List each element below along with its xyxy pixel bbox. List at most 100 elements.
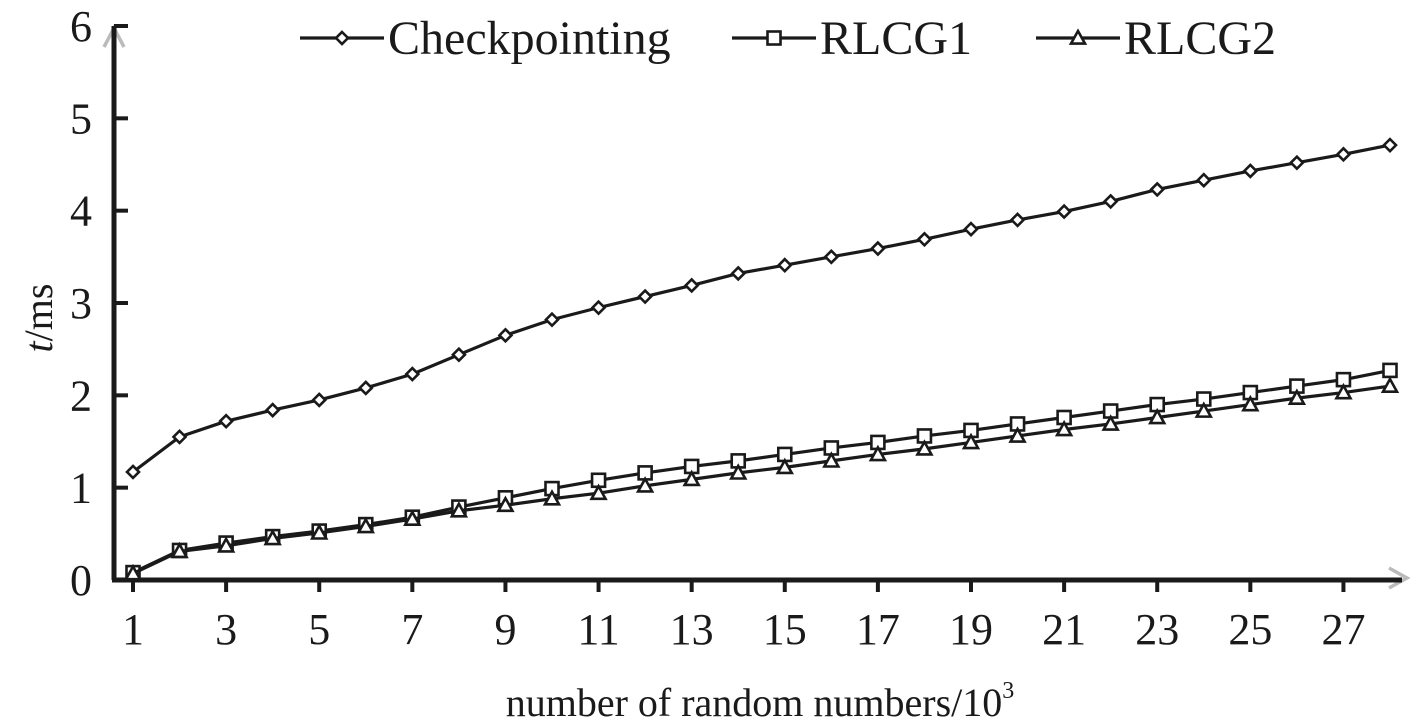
data-point [776,257,793,273]
data-point [1382,362,1398,379]
data-point [682,469,701,487]
data-point [822,451,841,468]
data-point [916,231,933,248]
legend-item-rlcg2: RLCG2 [1036,12,1276,65]
data-point [823,248,840,265]
data-point [1102,193,1119,210]
x-axis-label-text: number of random numbers/10 [506,680,1003,725]
data-point [1241,394,1260,412]
y-tick-label: 4 [70,187,92,236]
x-tick-label: 25 [1228,605,1272,654]
y-tick-label: 3 [70,279,92,328]
data-point [1335,146,1352,163]
data-point [635,476,655,493]
y-tick-label: 5 [70,94,92,143]
x-ticks: 1 3 5 7 9 11 13 15 17 19 21 23 25 27 [122,580,1365,654]
data-point [589,483,608,501]
data-point [730,265,747,282]
x-axis-arrow [1388,566,1411,590]
data-point [218,413,234,430]
data-point [1054,419,1074,437]
data-point [1056,203,1072,220]
data-point [590,299,607,316]
data-point [1382,137,1398,153]
data-point [216,536,236,553]
data-point [729,463,748,480]
axes [102,24,1411,590]
data-point [775,457,794,475]
data-point [868,444,888,462]
data-point [310,523,329,540]
data-point [1334,382,1353,400]
data-point [125,464,141,480]
y-tick-label: 1 [70,464,92,513]
x-tick-label: 5 [308,605,330,654]
series-line [132,384,1391,575]
data-point [1242,163,1259,179]
series-line [132,368,1391,575]
data-point [357,380,374,396]
data-point [961,432,981,450]
data-point [1287,388,1307,406]
y-tick-label: 6 [70,2,92,51]
data-point [403,509,422,526]
data-point [311,392,328,408]
x-tick-label: 1 [122,605,144,654]
x-axis-label-sup: 3 [1002,678,1014,704]
x-tick-label: 7 [401,605,423,654]
data-point [870,240,886,257]
x-tick-label: 3 [215,605,237,654]
x-tick-label: 23 [1135,605,1179,654]
series-layer [123,137,1400,581]
x-tick-label: 21 [1042,605,1086,654]
legend-item-checkpointing: Checkpointing [300,12,671,65]
x-tick-label: 11 [577,605,619,654]
legend-marker [766,30,782,46]
data-point [1149,181,1166,198]
y-axis-label-italic: t [16,340,61,352]
series-line [132,143,1391,474]
legend-label: RLCG1 [820,12,972,65]
data-point [637,288,653,305]
data-point [1101,414,1120,431]
data-point [1194,401,1213,418]
data-point [264,402,281,418]
data-point [1289,154,1305,171]
data-point [1008,426,1027,443]
x-tick-label: 15 [763,605,807,654]
data-point [1380,376,1400,393]
data-point [1009,212,1026,228]
x-tick-label: 19 [949,605,993,654]
y-axis-label-unit: /ms [16,284,61,342]
data-point [915,439,934,456]
data-point [171,429,188,445]
data-point [1195,172,1212,189]
series-checkpointing [125,137,1398,480]
y-tick-label: 0 [70,556,92,605]
data-point [497,327,514,344]
legend-label: RLCG2 [1124,12,1276,65]
data-point [542,489,562,506]
data-point [356,516,375,534]
data-point [451,346,467,363]
data-point [263,528,282,546]
data-point [963,221,979,237]
x-axis-label: number of random numbers/103 [506,678,1015,725]
y-tick-label: 2 [70,371,92,420]
series-rlcg2 [123,376,1400,581]
legend-marker [1068,28,1088,45]
data-point [683,277,700,294]
data-point [544,311,560,328]
data-point [449,501,469,518]
data-point [123,563,143,581]
data-point [496,495,515,513]
legend: Checkpointing RLCG1 RLCG2 [300,12,1276,65]
x-tick-label: 27 [1321,605,1365,654]
y-axis-label: t/ms [16,284,61,353]
data-point [404,366,421,382]
x-tick-label: 17 [856,605,900,654]
data-point [1148,407,1167,425]
x-tick-label: 13 [670,605,714,654]
y-ticks: 0 1 2 3 4 5 6 [70,2,128,605]
